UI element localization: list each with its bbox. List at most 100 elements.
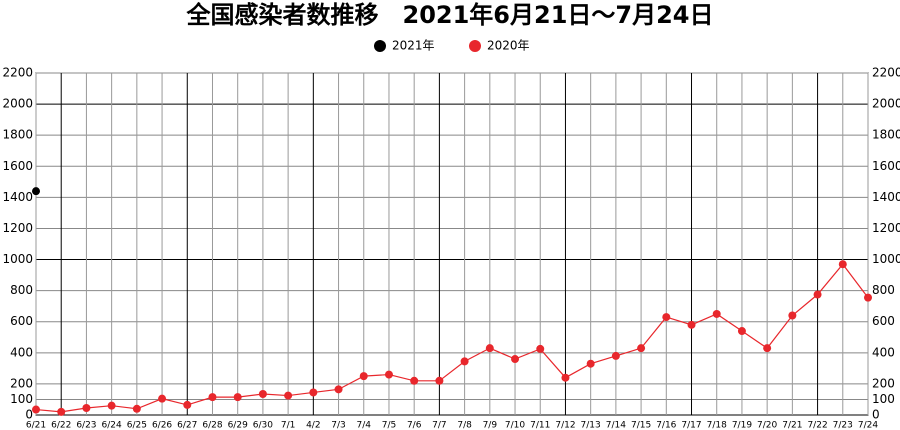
series-line	[35, 263, 869, 413]
x-tick-label: 6/24	[102, 421, 122, 430]
data-point	[611, 351, 620, 360]
x-tick-label: 7/9	[483, 421, 498, 430]
x-tick-label: 6/27	[177, 421, 197, 430]
data-point	[334, 385, 343, 394]
data-point	[662, 313, 671, 322]
legend: 2021年 2020年	[374, 39, 530, 53]
data-point	[258, 390, 267, 399]
y-tick-label: 2000	[2, 97, 33, 111]
y2-tick-label: 100	[872, 392, 895, 406]
x-tick-label: 7/17	[681, 421, 701, 430]
y-tick-label: 1200	[2, 221, 33, 235]
legend-label: 2020年	[487, 39, 530, 53]
data-point	[82, 404, 91, 413]
x-tick-label: 7/8	[457, 421, 472, 430]
data-point	[384, 370, 393, 379]
data-point	[813, 290, 822, 299]
y2-tick-label: 600	[872, 314, 895, 328]
data-point	[511, 355, 520, 364]
x-tick-label: 7/24	[858, 421, 878, 430]
data-point	[107, 401, 116, 410]
y2-tick-label: 200	[872, 376, 895, 390]
data-point	[183, 400, 192, 409]
y-tick-label: 1600	[2, 159, 33, 173]
data-point	[737, 327, 746, 336]
x-tick-label: 6/23	[76, 421, 96, 430]
y-tick-label: 1000	[2, 252, 33, 266]
y-tick-label: 400	[10, 345, 33, 359]
y2-tick-label: 800	[872, 283, 895, 297]
data-point	[485, 344, 494, 353]
data-point	[536, 344, 545, 353]
y2-tick-label: 1400	[872, 190, 900, 204]
x-tick-label: 7/15	[631, 421, 651, 430]
y2-tick-label: 400	[872, 345, 895, 359]
data-point	[788, 311, 797, 320]
x-tick-label: 7/16	[656, 421, 676, 430]
data-point	[284, 391, 293, 400]
x-tick-label: 7/14	[606, 421, 626, 430]
x-tick-label: 7/1	[281, 421, 295, 430]
y2-tick-label: 1200	[872, 221, 900, 235]
y2-tick-label: 1000	[872, 252, 900, 266]
data-point	[208, 393, 217, 402]
data-point	[233, 393, 242, 402]
data-point	[460, 357, 469, 366]
x-tick-label: 7/21	[782, 421, 802, 430]
y2-tick-label: 1800	[872, 128, 900, 142]
x-tick-label: 7/3	[331, 421, 345, 430]
y-tick-label: 1400	[2, 190, 33, 204]
data-point	[435, 376, 444, 385]
x-tick-label: 7/12	[555, 421, 575, 430]
data-point	[864, 293, 872, 302]
data-point	[158, 394, 167, 403]
x-tick-label: 7/23	[833, 421, 853, 430]
data-point	[57, 407, 66, 416]
data-point	[687, 320, 696, 329]
data-point	[637, 344, 646, 353]
plot-frame	[35, 72, 869, 416]
y2-tick-label: 2000	[872, 97, 900, 111]
data-point	[359, 372, 368, 381]
y-tick-label: 200	[10, 376, 33, 390]
y2-tick-label: 1600	[872, 159, 900, 173]
y-tick-label: 100	[10, 392, 33, 406]
x-tick-label: 7/20	[757, 421, 777, 430]
data-point	[586, 359, 595, 368]
data-point	[309, 388, 318, 397]
y2-tick-label: 0	[872, 408, 880, 422]
y-tick-label: 600	[10, 314, 33, 328]
x-tick-label: 6/26	[152, 421, 172, 430]
y-tick-label: 2200	[2, 66, 33, 80]
x-tick-label: 6/21	[26, 421, 46, 430]
y-tick-label: 0	[25, 408, 33, 422]
legend-marker	[469, 40, 481, 52]
x-tick-label: 6/25	[127, 421, 147, 430]
data-point	[561, 373, 570, 382]
x-tick-label: 7/7	[432, 421, 446, 430]
legend-marker	[374, 40, 386, 52]
data-point	[32, 405, 40, 414]
y-tick-label: 1800	[2, 128, 33, 142]
x-tick-label: 7/19	[732, 421, 752, 430]
chart-title: 全国感染者数推移 2021年6月21日～7月24日	[186, 1, 714, 29]
x-tick-label: 7/13	[581, 421, 601, 430]
y-tick-label: 800	[10, 283, 33, 297]
data-point	[132, 404, 141, 413]
x-tick-label: 6/29	[228, 421, 248, 430]
data-point	[763, 344, 772, 353]
data-point	[410, 376, 419, 385]
x-tick-label: 7/5	[382, 421, 396, 430]
y2-tick-label: 2200	[872, 66, 900, 80]
data-point	[712, 309, 721, 318]
x-tick-label: 6/30	[253, 421, 273, 430]
x-tick-label: 7/11	[530, 421, 550, 430]
x-tick-label: 7/18	[707, 421, 727, 430]
x-tick-label: 7/10	[505, 421, 525, 430]
x-tick-label: 7/6	[407, 421, 422, 430]
x-tick-label: 7/4	[357, 421, 372, 430]
x-tick-label: 7/22	[807, 421, 827, 430]
x-tick-label: 6/22	[51, 421, 71, 430]
x-tick-label: 4/2	[306, 421, 320, 430]
